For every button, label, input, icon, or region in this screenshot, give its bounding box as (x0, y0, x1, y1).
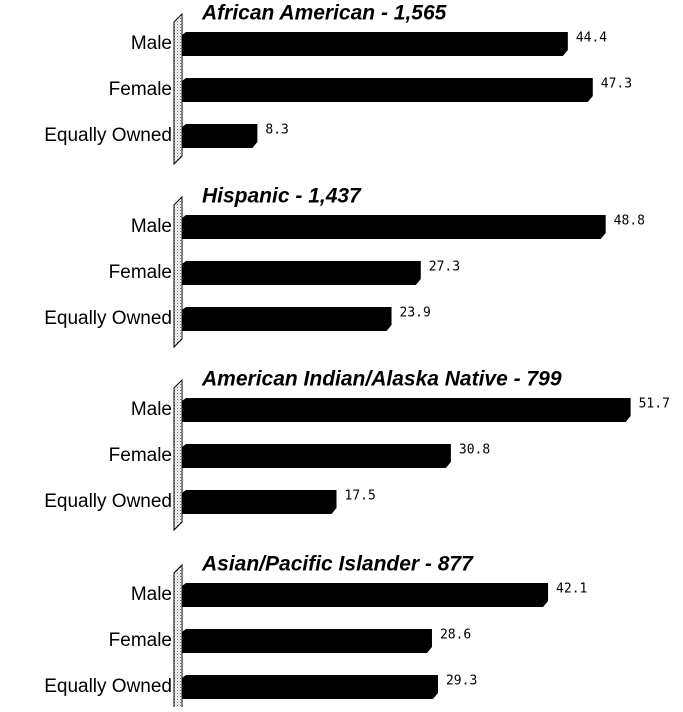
panel-title: American Indian/Alaska Native - 799 (201, 368, 562, 391)
bar (182, 78, 593, 102)
bar (182, 261, 421, 285)
value-label: 17.5 (345, 489, 376, 504)
value-label: 8.3 (265, 123, 288, 138)
bar (182, 398, 631, 422)
panel-title: Asian/Pacific Islander - 877 (201, 553, 474, 576)
panel-title: African American - 1,565 (201, 2, 447, 25)
axis-wall (173, 563, 183, 712)
category-label: Equally Owned (44, 676, 172, 697)
panel-title: Hispanic - 1,437 (202, 185, 362, 208)
axis-wall (173, 195, 183, 349)
value-label: 48.8 (614, 214, 645, 229)
category-label: Female (109, 262, 172, 283)
category-label: Male (131, 216, 172, 237)
bar (182, 215, 606, 239)
category-label: Equally Owned (44, 491, 172, 512)
bar (182, 583, 549, 607)
bar (182, 307, 392, 331)
value-label: 27.3 (429, 260, 460, 275)
value-label: 28.6 (440, 628, 471, 643)
value-label: 42.1 (556, 582, 587, 597)
value-label: 44.4 (576, 31, 607, 46)
value-label: 23.9 (400, 306, 431, 321)
bar (182, 490, 337, 514)
category-label: Equally Owned (44, 308, 172, 329)
category-label: Female (109, 630, 172, 651)
value-label: 30.8 (459, 443, 490, 458)
value-label: 47.3 (601, 77, 632, 92)
axis-wall (173, 378, 183, 532)
bar (182, 444, 451, 468)
axis-wall (173, 12, 183, 166)
category-label: Male (131, 584, 172, 605)
bar (182, 629, 432, 653)
category-label: Female (109, 445, 172, 466)
bar (182, 32, 568, 56)
bar (182, 124, 258, 148)
value-label: 29.3 (446, 674, 477, 689)
value-label: 51.7 (639, 397, 670, 412)
category-label: Male (131, 33, 172, 54)
category-label: Male (131, 399, 172, 420)
category-label: Equally Owned (44, 125, 172, 146)
bar (182, 675, 438, 699)
category-label: Female (109, 79, 172, 100)
